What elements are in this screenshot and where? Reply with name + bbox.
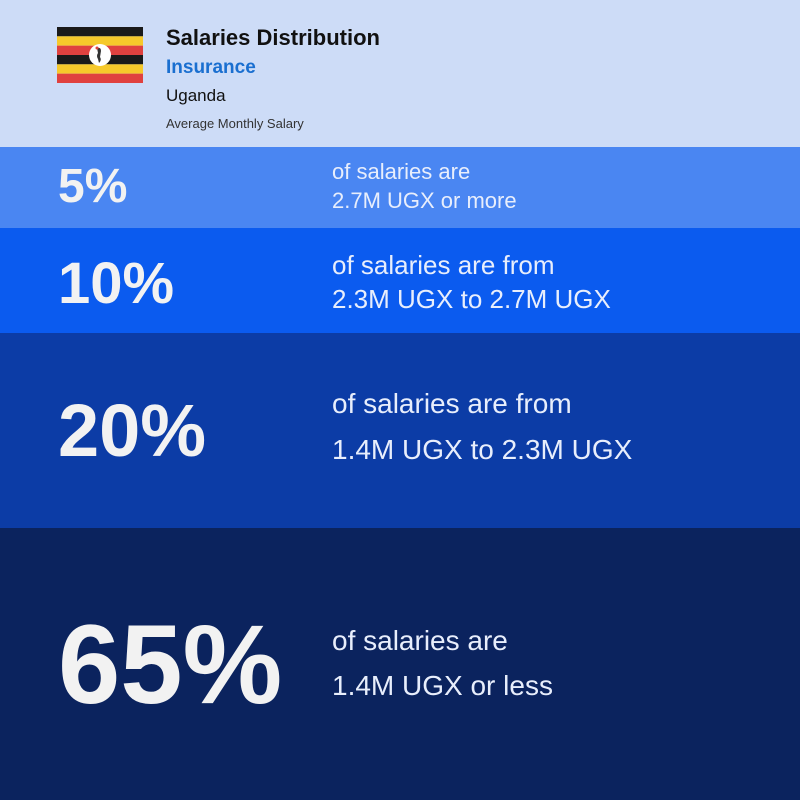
percent: 5% <box>58 160 128 213</box>
band-text: 1.4M UGX or less <box>332 670 553 701</box>
country: Uganda <box>166 86 226 105</box>
sector: Insurance <box>166 57 256 78</box>
subtitle: Average Monthly Salary <box>166 116 304 131</box>
percent: 20% <box>58 389 207 472</box>
band-text: of salaries are from <box>332 388 572 419</box>
band-text: 2.7M UGX or more <box>332 188 517 213</box>
band: 20% of salaries are from 1.4M UGX to 2.3… <box>0 333 800 528</box>
band: 10% of salaries are from 2.3M UGX to 2.7… <box>0 228 800 333</box>
band-text: 1.4M UGX to 2.3M UGX <box>332 434 633 465</box>
title: Salaries Distribution <box>166 25 380 50</box>
band-text: of salaries are <box>332 625 508 656</box>
band-text: of salaries are from <box>332 250 555 280</box>
band: 5% of salaries are 2.7M UGX or more <box>0 147 800 228</box>
band-text: of salaries are <box>332 159 471 184</box>
band-text: 2.3M UGX to 2.7M UGX <box>332 284 611 314</box>
percent: 10% <box>58 251 175 316</box>
flag <box>57 27 143 83</box>
band: 65% of salaries are 1.4M UGX or less <box>0 528 800 800</box>
percent: 65% <box>58 602 283 727</box>
